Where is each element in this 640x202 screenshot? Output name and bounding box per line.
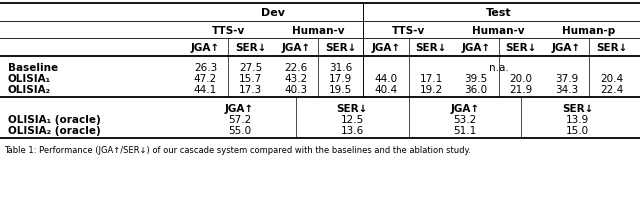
Text: Test: Test xyxy=(486,8,511,18)
Text: 57.2: 57.2 xyxy=(228,115,251,124)
Text: 19.5: 19.5 xyxy=(329,85,353,95)
Text: 36.0: 36.0 xyxy=(465,85,488,95)
Text: 44.1: 44.1 xyxy=(194,85,217,95)
Text: 47.2: 47.2 xyxy=(194,74,217,84)
Text: 51.1: 51.1 xyxy=(453,125,477,135)
Text: 34.3: 34.3 xyxy=(555,85,578,95)
Text: Dev: Dev xyxy=(261,8,285,18)
Text: 44.0: 44.0 xyxy=(374,74,397,84)
Text: Human-v: Human-v xyxy=(292,26,344,36)
Text: OLISIA₁ (oracle): OLISIA₁ (oracle) xyxy=(8,115,100,124)
Text: TTS-v: TTS-v xyxy=(392,26,425,36)
Text: SER↓: SER↓ xyxy=(562,103,593,114)
Text: 19.2: 19.2 xyxy=(419,85,443,95)
Text: 21.9: 21.9 xyxy=(509,85,533,95)
Text: 37.9: 37.9 xyxy=(555,74,578,84)
Text: JGA↑: JGA↑ xyxy=(281,43,310,53)
Text: OLISIA₁: OLISIA₁ xyxy=(8,74,51,84)
Text: 55.0: 55.0 xyxy=(228,125,251,135)
Text: 53.2: 53.2 xyxy=(453,115,477,124)
Text: 13.6: 13.6 xyxy=(340,125,364,135)
Text: 20.4: 20.4 xyxy=(600,74,623,84)
Text: SER↓: SER↓ xyxy=(506,43,537,53)
Text: SER↓: SER↓ xyxy=(325,43,356,53)
Text: 20.0: 20.0 xyxy=(509,74,532,84)
Text: JGA↑: JGA↑ xyxy=(552,43,581,53)
Text: TTS-v: TTS-v xyxy=(211,26,244,36)
Text: 15.7: 15.7 xyxy=(239,74,262,84)
Text: JGA↑: JGA↑ xyxy=(225,103,254,114)
Text: 15.0: 15.0 xyxy=(566,125,589,135)
Text: 22.4: 22.4 xyxy=(600,85,623,95)
Text: Human-p: Human-p xyxy=(563,26,616,36)
Text: 31.6: 31.6 xyxy=(329,63,353,73)
Text: 40.3: 40.3 xyxy=(284,85,307,95)
Text: 39.5: 39.5 xyxy=(465,74,488,84)
Text: 12.5: 12.5 xyxy=(340,115,364,124)
Text: 17.3: 17.3 xyxy=(239,85,262,95)
Text: 26.3: 26.3 xyxy=(194,63,217,73)
Text: OLISIA₂ (oracle): OLISIA₂ (oracle) xyxy=(8,125,100,135)
Text: 27.5: 27.5 xyxy=(239,63,262,73)
Text: SER↓: SER↓ xyxy=(415,43,447,53)
Text: SER↓: SER↓ xyxy=(235,43,266,53)
Text: JGA↑: JGA↑ xyxy=(451,103,479,114)
Text: JGA↑: JGA↑ xyxy=(371,43,401,53)
Text: JGA↑: JGA↑ xyxy=(461,43,491,53)
Text: SER↓: SER↓ xyxy=(596,43,627,53)
Text: 40.4: 40.4 xyxy=(374,85,397,95)
Text: 43.2: 43.2 xyxy=(284,74,307,84)
Text: Baseline: Baseline xyxy=(8,63,58,73)
Text: 22.6: 22.6 xyxy=(284,63,307,73)
Text: 17.1: 17.1 xyxy=(419,74,443,84)
Text: OLISIA₂: OLISIA₂ xyxy=(8,85,51,95)
Text: SER↓: SER↓ xyxy=(337,103,368,114)
Text: JGA↑: JGA↑ xyxy=(191,43,220,53)
Text: Table 1: Performance (JGA↑/SER↓) of our cascade system compared with the baselin: Table 1: Performance (JGA↑/SER↓) of our … xyxy=(4,145,471,154)
Text: Human-v: Human-v xyxy=(472,26,525,36)
Text: 13.9: 13.9 xyxy=(566,115,589,124)
Text: 17.9: 17.9 xyxy=(329,74,353,84)
Text: n.a.: n.a. xyxy=(489,63,509,73)
